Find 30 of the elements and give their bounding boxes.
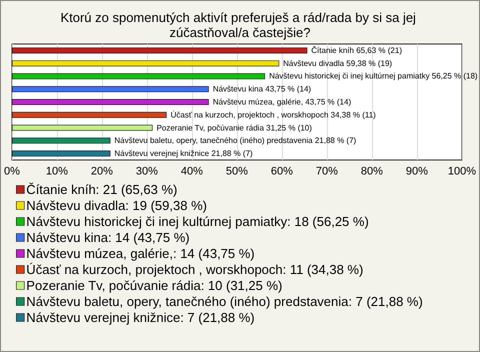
legend-label: Účasť na kurzoch, projektoch , worskhopoch: 11 (34,38 %)	[26, 262, 364, 277]
x-tick-label: 20%	[90, 166, 114, 178]
legend-label: Návštevu baletu, opery, tanečného (iného) predstavenia: 7 (21,88 %)	[26, 294, 423, 309]
x-tick-label: 80%	[360, 166, 384, 178]
data-label: Návštevu kina 43,75 % (14)	[212, 84, 312, 94]
data-label: Návštevu historickej či inej kultúrnej pamiatky 56,25 % (18)	[269, 72, 478, 81]
x-tick-label: 90%	[406, 166, 428, 178]
x-tick-label: 40%	[180, 166, 204, 178]
x-tick-label: 30%	[136, 166, 158, 178]
data-label: Účasť na kurzoch, projektoch , worskhopoch 34,38 % (11)	[170, 110, 376, 120]
legend-label: Návštevu divadla: 19 (59,38 %)	[26, 198, 207, 213]
legend-label: Návštevu kina: 14 (43,75 %)	[26, 230, 190, 245]
data-label: Návštevu verejnej knižnice 21,88 % (7)	[114, 149, 254, 158]
legend-label: Čítanie kníh: 21 (65,63 %)	[26, 182, 178, 197]
x-tick-label: 100%	[448, 166, 476, 178]
data-label: Pozeranie Tv, počúvanie rádia 31,25 % (10)	[156, 123, 312, 132]
x-tick-label: 10%	[46, 166, 68, 178]
x-tick-label: 50%	[226, 166, 248, 178]
x-tick-label: 0%	[4, 166, 20, 178]
x-tick-label: 60%	[270, 166, 294, 178]
chart-title: Ktorú zo spomenutých aktivít preferuješ a rád/rada by si sa jej zúčastňoval/a častejšie?	[60, 10, 420, 40]
data-label: Návštevu baletu, opery, tanečného (iného) predstavenia 21,88 % (7)	[114, 136, 357, 146]
legend-label: Návštevu múzea, galérie,: 14 (43,75 %)	[26, 246, 255, 261]
legend-label: Pozeranie Tv, počúvanie rádia: 10 (31,25 %)	[26, 278, 282, 293]
x-tick-label: 70%	[316, 166, 338, 178]
data-label: Čítanie kníh 65,63 % (21)	[311, 46, 402, 55]
legend-label: Návštevu verejnej knižnice: 7 (21,88 %)	[26, 310, 255, 325]
data-label: Návštevu divadla 59,38 % (19)	[283, 58, 392, 68]
data-label: Návštevu múzea, galérie, 43,75 % (14)	[212, 98, 352, 106]
legend-label: Návštevu historickej či inej kultúrnej pamiatky: 18 (56,25 %)	[26, 214, 369, 229]
